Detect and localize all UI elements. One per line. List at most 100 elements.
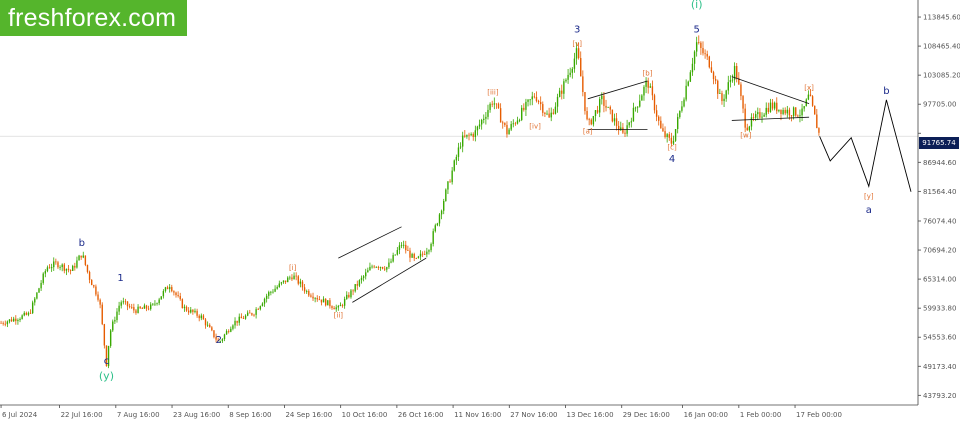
candle-body	[112, 321, 114, 331]
candle-body	[215, 337, 217, 340]
candle-body	[662, 128, 664, 132]
candle-body	[440, 210, 443, 215]
candle-body	[434, 225, 436, 232]
candle-body	[531, 96, 533, 100]
candle-body	[310, 295, 312, 297]
candle-body	[25, 312, 28, 315]
trend-line	[731, 116, 810, 121]
candle-body	[57, 262, 59, 268]
candle-body	[436, 223, 439, 226]
x-tick-label: 17 Feb 00:00	[796, 411, 842, 419]
candle-body	[211, 327, 213, 331]
candle-body	[200, 315, 203, 319]
candle-body	[480, 119, 483, 125]
candle-body	[242, 318, 245, 319]
candle-body	[674, 129, 677, 141]
candle-body	[411, 253, 413, 258]
candle-body	[666, 134, 668, 138]
candle-body	[556, 96, 559, 107]
candle-body	[438, 214, 441, 224]
candle-body	[603, 95, 605, 106]
candle-body	[46, 267, 49, 272]
candle-body	[506, 124, 508, 135]
candle-body	[759, 112, 761, 118]
forecast-path	[819, 99, 912, 192]
candle-body	[510, 124, 512, 130]
candle-body	[807, 94, 810, 100]
wave-label: [w]	[740, 132, 751, 140]
candle-body	[748, 126, 751, 131]
candle-body	[190, 309, 192, 313]
candle-body	[801, 108, 803, 116]
candle-body	[636, 106, 639, 108]
candle-body	[156, 303, 158, 304]
candle-body	[234, 320, 236, 326]
candle-body	[360, 277, 363, 281]
candle-body	[714, 79, 717, 81]
candle-body	[221, 338, 224, 342]
candle-body	[139, 306, 141, 309]
candle-body	[29, 312, 32, 314]
candle-body	[276, 286, 278, 289]
y-tick-label: 97705.00	[923, 101, 956, 109]
candle-body	[624, 132, 626, 134]
candle-body	[255, 309, 257, 315]
candle-body	[466, 134, 468, 137]
candle-body	[736, 66, 738, 79]
candle-body	[402, 244, 405, 246]
candle-body	[383, 268, 386, 270]
wave-label: (i)	[691, 0, 703, 11]
candle-body	[617, 125, 620, 131]
candle-body	[101, 304, 103, 325]
candle-body	[725, 90, 727, 99]
candle-body	[369, 266, 371, 271]
candle-body	[590, 119, 592, 125]
x-tick-label: 10 Oct 16:00	[342, 411, 388, 419]
candle-body	[263, 298, 266, 304]
wave-label: 4	[669, 154, 675, 165]
candle-body	[727, 82, 729, 91]
candle-body	[120, 302, 122, 306]
candle-body	[660, 120, 662, 129]
candle-body	[630, 121, 633, 123]
candle-body	[0, 322, 2, 324]
candle-body	[365, 272, 367, 277]
candle-body	[358, 280, 361, 286]
candle-body	[729, 79, 732, 83]
candle-body	[194, 310, 196, 313]
candle-body	[558, 90, 561, 97]
candle-body	[537, 101, 540, 103]
candle-body	[816, 114, 818, 129]
candle-body	[461, 135, 464, 147]
candle-body	[778, 109, 780, 112]
candle-body	[318, 299, 321, 301]
candle-body	[641, 95, 643, 101]
candle-body	[738, 78, 740, 85]
candle-body	[432, 231, 434, 244]
candle-body	[50, 267, 53, 269]
candle-body	[584, 92, 586, 112]
candle-body	[82, 255, 84, 258]
candle-body	[664, 131, 666, 138]
candle-body	[712, 72, 715, 80]
candle-body	[417, 256, 420, 259]
candle-body	[548, 113, 550, 118]
candle-body	[280, 282, 283, 284]
candle-body	[443, 200, 445, 211]
candle-body	[371, 266, 373, 268]
candle-body	[261, 303, 264, 307]
candle-body	[611, 109, 614, 122]
candle-body	[447, 181, 449, 190]
candle-body	[238, 316, 240, 323]
candle-body	[217, 339, 219, 342]
candle-body	[521, 107, 523, 120]
candle-body	[706, 53, 708, 57]
candle-body	[225, 330, 228, 335]
candle-body	[512, 123, 514, 125]
candle-body	[571, 68, 574, 73]
x-tick-label: 24 Sep 16:00	[285, 411, 332, 419]
candle-body	[274, 288, 276, 292]
candle-body	[554, 106, 557, 114]
candle-body	[409, 250, 411, 258]
